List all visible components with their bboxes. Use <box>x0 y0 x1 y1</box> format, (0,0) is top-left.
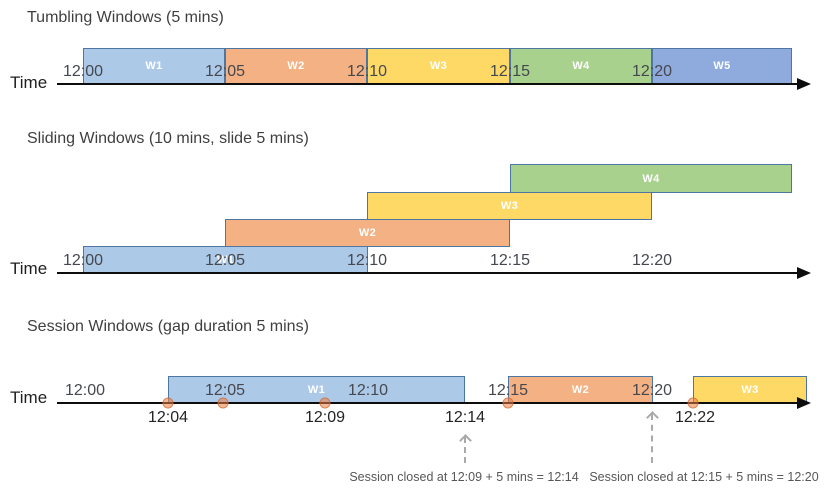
tumbling-window-w5: W5 <box>652 48 792 84</box>
sliding-tick-label: 12:00 <box>62 252 104 269</box>
tumbling-window-label: W5 <box>713 60 731 72</box>
session-tick-label: 12:20 <box>631 382 673 399</box>
tumbling-window-w1: W1 <box>83 48 225 84</box>
session-annotation-arrow-icon <box>651 414 653 463</box>
tumbling-window-w3: W3 <box>367 48 510 84</box>
session-event-dot-icon <box>217 397 229 409</box>
session-event-dot-icon <box>687 397 699 409</box>
sliding-window-label: W2 <box>358 227 377 239</box>
session-window-label: W3 <box>741 384 759 396</box>
tumbling-tick-label: 12:20 <box>631 63 673 80</box>
session-window-w3: W3 <box>693 376 807 404</box>
sliding-tick-label: 12:20 <box>631 252 673 269</box>
sliding-time-axis <box>57 272 798 274</box>
sliding-tick-label: 12:10 <box>346 252 388 269</box>
session-event-dot-icon <box>319 397 331 409</box>
tumbling-time-axis <box>57 83 798 85</box>
sliding-window-w1: W1 <box>83 246 368 274</box>
sliding-section-title: Sliding Windows (10 mins, slide 5 mins) <box>27 130 309 147</box>
tumbling-window-label: W1 <box>145 60 163 72</box>
session-window-label: W2 <box>571 384 590 396</box>
session-event-time-label: 12:09 <box>304 409 346 426</box>
sliding-window-w3: W3 <box>367 192 652 220</box>
sliding-window-w4: W4 <box>510 164 792 193</box>
tumbling-axis-arrowhead-icon <box>797 78 811 90</box>
sliding-axis-arrowhead-icon <box>797 267 811 279</box>
session-tick-label: 12:00 <box>64 382 106 399</box>
sliding-time-axis-label: Time <box>10 259 48 278</box>
sliding-tick-label: 12:05 <box>204 252 246 269</box>
tumbling-section-title: Tumbling Windows (5 mins) <box>27 9 224 26</box>
session-axis-arrowhead-icon <box>797 397 811 409</box>
tumbling-tick-label: 12:05 <box>204 63 246 80</box>
session-time-axis <box>57 402 798 404</box>
sliding-tick-label: 12:15 <box>489 252 531 269</box>
tumbling-tick-label: 12:10 <box>346 63 388 80</box>
sliding-window-w2: W2 <box>225 219 510 247</box>
session-closed-note: Session closed at 12:09 + 5 mins = 12:14 <box>349 470 579 484</box>
session-time-axis-label: Time <box>10 388 48 407</box>
tumbling-window-w4: W4 <box>510 48 652 84</box>
session-tick-label: 12:05 <box>204 382 246 399</box>
tumbling-time-axis-label: Time <box>10 73 48 92</box>
session-window-label: W1 <box>307 384 326 396</box>
session-event-dot-icon <box>502 397 514 409</box>
tumbling-window-label: W2 <box>287 60 305 72</box>
session-section-title: Session Windows (gap duration 5 mins) <box>27 318 309 335</box>
session-tick-label: 12:15 <box>487 382 529 399</box>
sliding-window-label: W1 <box>216 254 235 266</box>
session-closed-note: Session closed at 12:15 + 5 mins = 12:20 <box>589 470 819 484</box>
tumbling-tick-label: 12:15 <box>489 63 531 80</box>
sliding-window-label: W3 <box>500 200 519 212</box>
sliding-window-label: W4 <box>642 172 660 185</box>
session-annotation-arrow-icon <box>464 437 466 463</box>
session-event-time-label: 12:14 <box>444 409 486 426</box>
session-event-dot-icon <box>162 397 174 409</box>
tumbling-window-w2: W2 <box>225 48 367 84</box>
tumbling-window-label: W4 <box>572 60 590 72</box>
session-event-time-label: 12:04 <box>147 409 189 426</box>
tumbling-tick-label: 12:00 <box>62 63 104 80</box>
session-event-time-label: 12:22 <box>674 409 716 426</box>
tumbling-window-label: W3 <box>429 60 448 72</box>
session-tick-label: 12:10 <box>347 382 389 399</box>
